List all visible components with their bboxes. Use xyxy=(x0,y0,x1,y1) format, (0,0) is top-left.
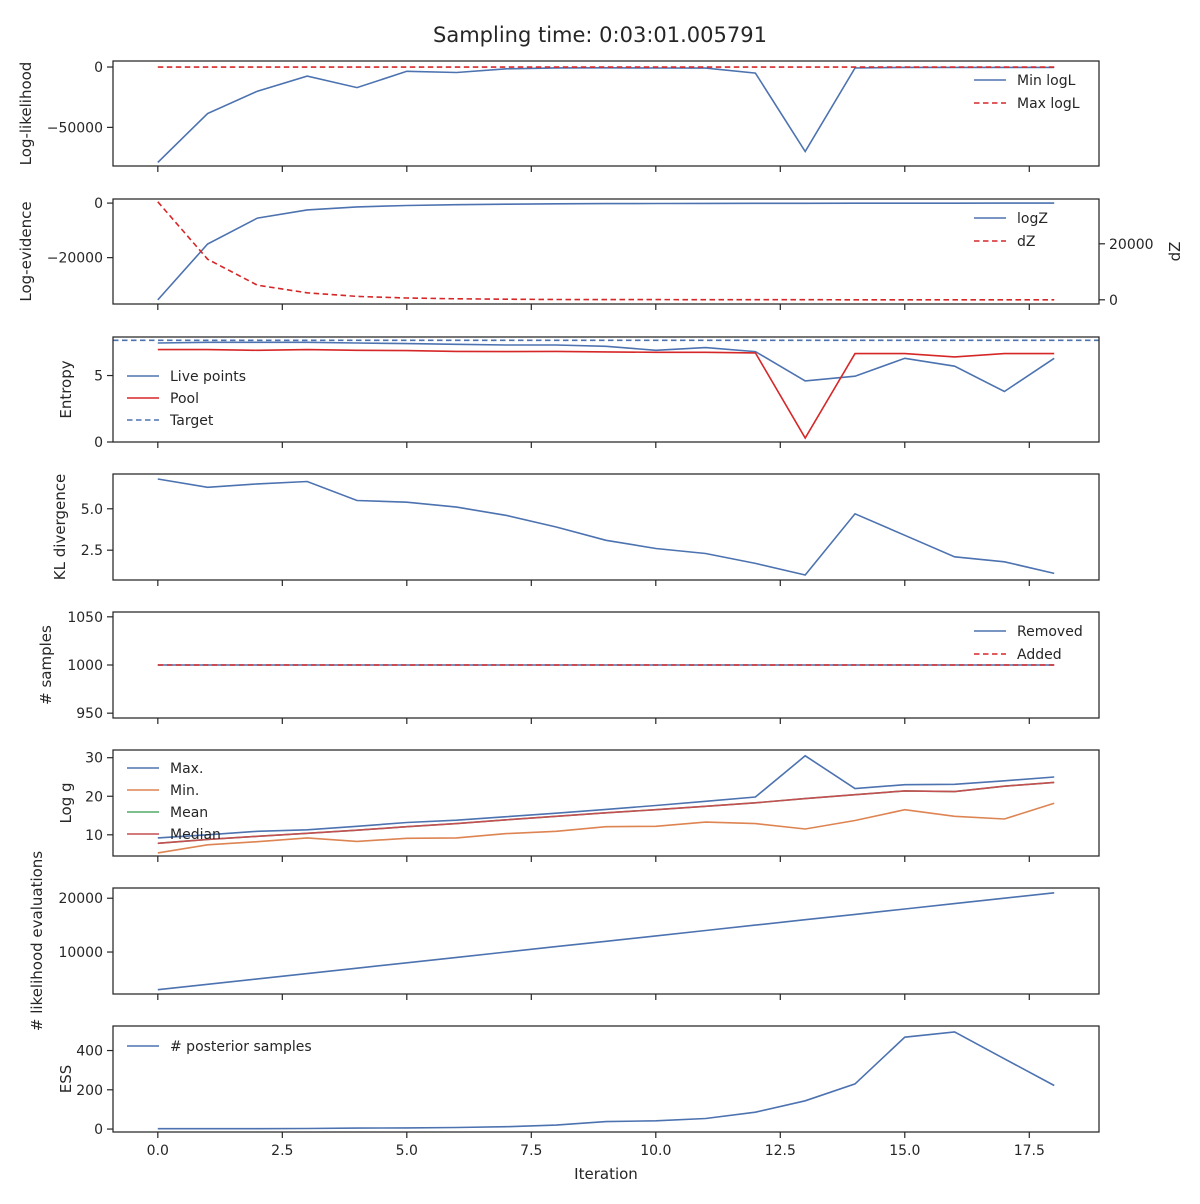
series-line xyxy=(157,1031,1055,1130)
y-tick-label-right: 0 xyxy=(1109,293,1118,309)
x-tick-label: 5.0 xyxy=(396,1143,418,1159)
y-tick-label: 950 xyxy=(76,706,103,722)
axes-frame xyxy=(112,887,1100,995)
panel-3: 0 5 Entropy Live points Pool Target xyxy=(57,336,1100,451)
y-tick-label-right: 20000 xyxy=(1109,237,1154,253)
y-tick-label: 1050 xyxy=(67,610,103,626)
legend-entry: Removed xyxy=(1017,624,1083,640)
y-tick-label: 0 xyxy=(94,196,103,212)
y-axis-label: Entropy xyxy=(57,360,75,418)
y-tick-label: 200 xyxy=(76,1083,103,1099)
legend-entry: Added xyxy=(1017,647,1062,663)
x-tick-label: 10.0 xyxy=(640,1143,671,1159)
y-tick-label: 30 xyxy=(85,751,103,767)
legend-entry: logZ xyxy=(1017,211,1048,227)
y-tick-label: 10 xyxy=(85,828,103,844)
x-tick-label: 2.5 xyxy=(271,1143,293,1159)
axes-frame xyxy=(112,198,1100,305)
legend-entry: Min. xyxy=(170,783,199,799)
series-line xyxy=(157,781,1055,845)
y-tick-label: 400 xyxy=(76,1044,103,1060)
y-tick-label: 5.0 xyxy=(81,502,103,518)
axes-frame xyxy=(112,336,1100,443)
legend-entry: Live points xyxy=(170,369,246,385)
y-axis-label-right: dZ xyxy=(1166,242,1184,262)
y-axis-label: ESS xyxy=(57,1065,75,1094)
y-tick-label: 2.5 xyxy=(81,543,103,559)
y-tick-label: −20000 xyxy=(47,251,103,267)
panel-5: 1050 1000 950 # samples Removed Added xyxy=(37,610,1100,724)
y-axis-label: # samples xyxy=(37,625,55,705)
y-tick-label: 0 xyxy=(94,1122,103,1138)
panel-2: 0 −20000 0 20000 dZ Log-evidence logZ dZ xyxy=(17,196,1184,310)
y-tick-label: 5 xyxy=(94,369,103,385)
x-tick-label: 17.5 xyxy=(1014,1143,1045,1159)
panel-8: 400 200 0 0.0 2.5 5.0 7.5 10.0 12.5 15.0 17.5 ESS It… xyxy=(57,1025,1100,1183)
legend-entry: Target xyxy=(169,413,214,429)
series-line xyxy=(157,348,1055,440)
y-tick-label: 1000 xyxy=(67,658,103,674)
panel-4: 5.0 2.5 KL divergence xyxy=(51,473,1100,586)
panel-7: 20000 10000 # likelihood evaluations xyxy=(28,851,1100,1031)
series-line xyxy=(157,802,1055,854)
y-tick-label: −50000 xyxy=(47,120,103,136)
y-tick-label: 20000 xyxy=(58,891,103,907)
y-tick-label: 20 xyxy=(85,789,103,805)
legend-entry: # posterior samples xyxy=(170,1039,312,1055)
series-line xyxy=(157,341,1055,393)
legend-entry: Max. xyxy=(170,761,203,777)
axes-frame xyxy=(112,749,1100,857)
axes-frame xyxy=(112,473,1100,581)
series-line xyxy=(157,892,1055,991)
axes-frame xyxy=(112,1025,1100,1133)
legend-entry: Max logL xyxy=(1017,96,1080,112)
series-line xyxy=(157,754,1055,839)
x-tick-label: 7.5 xyxy=(520,1143,542,1159)
series-line xyxy=(157,202,1055,301)
series-line xyxy=(157,478,1055,576)
y-tick-label: 0 xyxy=(94,435,103,451)
x-tick-label: 12.5 xyxy=(765,1143,796,1159)
axes-frame xyxy=(112,60,1100,167)
y-axis-label: Log g xyxy=(57,782,75,823)
x-axis-label: Iteration xyxy=(574,1165,638,1183)
x-tick-label: 15.0 xyxy=(889,1143,920,1159)
y-axis-label: Log-evidence xyxy=(17,201,35,301)
figure-title: Sampling time: 0:03:01.005791 xyxy=(433,23,767,47)
y-axis-label: KL divergence xyxy=(51,474,69,580)
legend-entry: dZ xyxy=(1017,234,1035,250)
panel-6: 30 20 10 Log g Max. Min. Mean Median xyxy=(57,749,1100,862)
legend-entry: Median xyxy=(170,827,221,843)
series-line xyxy=(157,66,1055,163)
series-line xyxy=(157,201,1055,301)
legend-entry: Min logL xyxy=(1017,73,1076,89)
legend-entry: Pool xyxy=(170,391,199,407)
y-axis-label: # likelihood evaluations xyxy=(28,851,46,1031)
y-tick-label: 0 xyxy=(94,60,103,76)
y-axis-label: Log-likelihood xyxy=(17,62,35,166)
y-tick-label: 10000 xyxy=(58,945,103,961)
panel-1: 0 −50000 Log-likelihood Min logL Max logL xyxy=(17,60,1100,172)
x-tick-label: 0.0 xyxy=(147,1143,169,1159)
legend-entry: Mean xyxy=(170,805,208,821)
